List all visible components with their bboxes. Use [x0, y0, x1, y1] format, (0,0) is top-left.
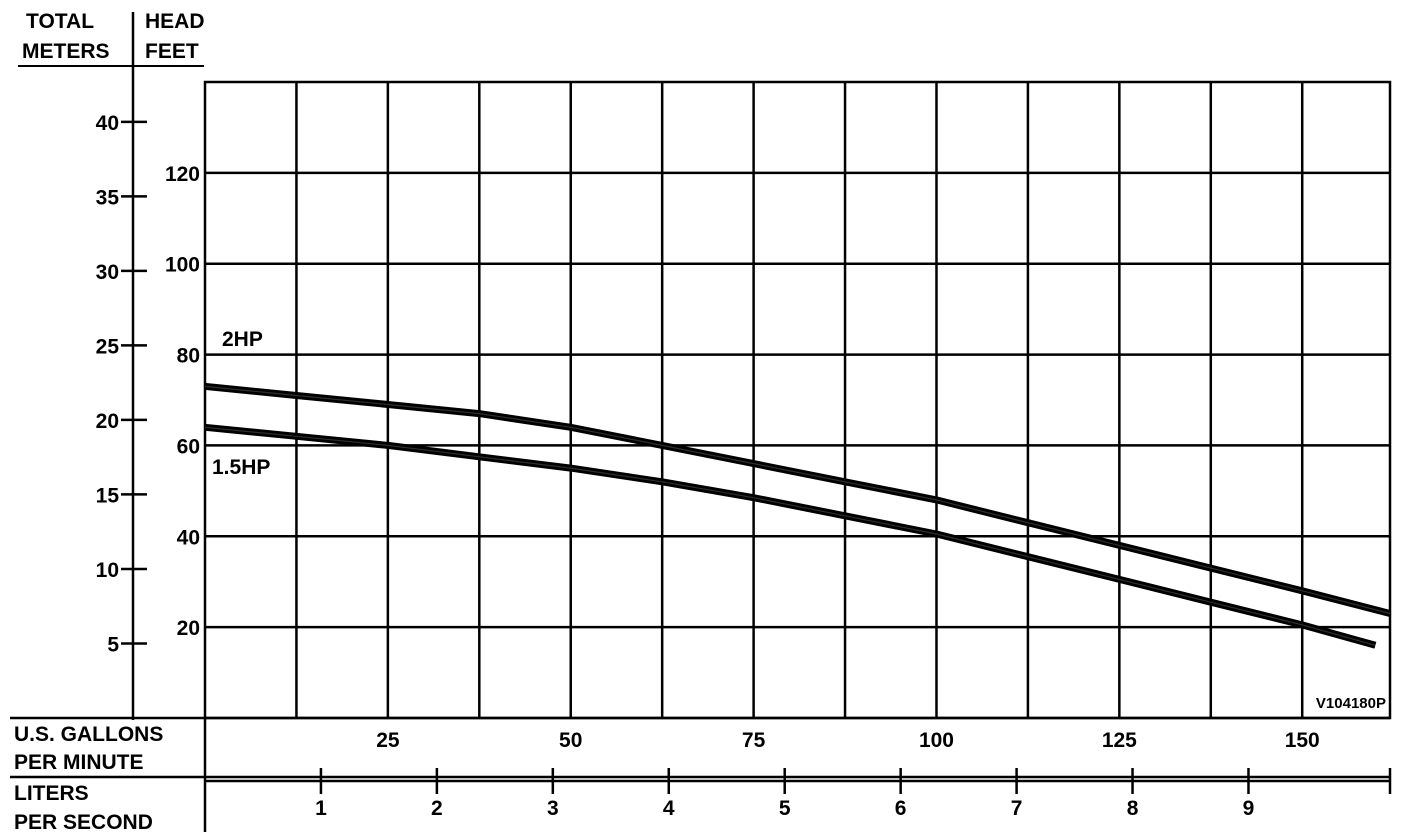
feet-axis: 20 40 60 80 100 120	[165, 163, 200, 640]
meters-tick-label: 40	[96, 112, 119, 135]
header-meters-label: METERS	[22, 40, 110, 63]
gpm-axis-label-line2: PER MINUTE	[14, 751, 144, 774]
meters-tick-label: 10	[96, 559, 119, 582]
feet-tick-label: 80	[177, 345, 200, 368]
lps-tick-label: 2	[431, 797, 443, 820]
curve-highlight-2hp	[204, 385, 1391, 615]
lps-tick-label: 6	[895, 797, 907, 820]
meters-tick-label: 15	[96, 484, 120, 507]
feet-tick-label: 20	[177, 617, 200, 640]
feet-tick-label: 40	[177, 526, 200, 549]
gpm-tick-label: 25	[376, 729, 400, 752]
header-feet-label: FEET	[145, 40, 199, 63]
lps-axis-label-line2: PER SECOND	[14, 811, 153, 834]
meters-tick-label: 25	[96, 335, 120, 358]
lps-axis-label-line1: LITERS	[14, 782, 89, 805]
gpm-tick-label: 125	[1102, 729, 1137, 752]
lps-tick-label: 5	[779, 797, 791, 820]
feet-tick-label: 120	[165, 163, 200, 186]
header-total-label: TOTAL	[26, 10, 94, 33]
meters-tick-label: 5	[107, 633, 119, 656]
lps-tick-label: 7	[1011, 797, 1023, 820]
lps-tick-label: 4	[663, 797, 675, 820]
gpm-tick-label: 100	[919, 729, 954, 752]
meters-axis: 5 10 15 20 25 30 35 40	[96, 112, 147, 656]
plot-grid	[203, 80, 1392, 720]
series-label-1-5hp: 1.5HP	[212, 456, 270, 479]
gpm-axis-label-line1: U.S. GALLONS	[14, 723, 163, 746]
curve-2hp	[204, 382, 1391, 617]
lps-tick-label: 3	[547, 797, 559, 820]
header-head-label: HEAD	[145, 10, 205, 33]
gpm-axis: 25 50 75 100 125 150	[376, 729, 1320, 752]
figure-code: V104180P	[1316, 695, 1386, 712]
gpm-tick-label: 50	[559, 729, 582, 752]
lps-tick-label: 8	[1127, 797, 1139, 820]
series-label-2hp: 2HP	[222, 328, 263, 351]
meters-tick-label: 20	[96, 410, 119, 433]
gpm-tick-label: 150	[1285, 729, 1320, 752]
meters-tick-label: 35	[96, 186, 120, 209]
lps-tick-label: 9	[1243, 797, 1255, 820]
curve-highlight-1-5hp	[204, 426, 1376, 646]
lps-tick-label: 1	[315, 797, 327, 820]
meters-tick-label: 30	[96, 261, 119, 284]
feet-tick-label: 100	[165, 254, 200, 277]
pump-curves	[204, 382, 1391, 649]
lps-axis: 1 2 3 4 5 6 7 8 9	[205, 768, 1392, 820]
plot-frame	[203, 80, 1392, 720]
feet-tick-label: 60	[177, 435, 200, 458]
gpm-tick-label: 75	[742, 729, 766, 752]
